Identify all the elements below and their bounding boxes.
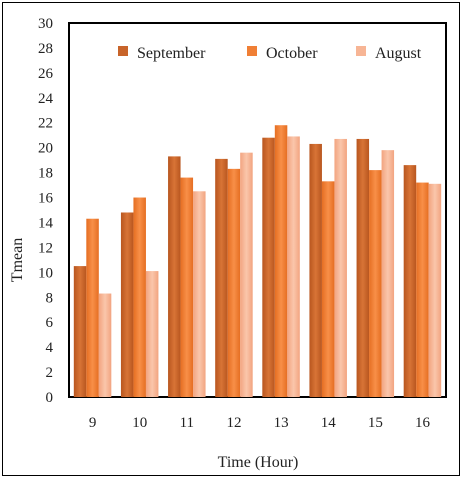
y-tick-label: 18 — [38, 166, 53, 182]
bar-september-10 — [120, 212, 134, 397]
bar-october-12 — [227, 168, 241, 397]
bar-october-16 — [416, 182, 429, 397]
legend-label-august: August — [375, 45, 422, 62]
x-tick-label: 15 — [368, 415, 383, 431]
bar-october-14 — [321, 181, 335, 397]
x-axis-title: Time (Hour) — [218, 454, 299, 471]
bar-september-13 — [262, 137, 275, 397]
y-tick-label: 28 — [38, 41, 53, 57]
bar-september-15 — [356, 138, 370, 397]
bar-september-12 — [215, 158, 228, 397]
y-tick-label: 4 — [46, 340, 54, 356]
legend: September October August — [118, 45, 422, 62]
x-tick-label: 16 — [415, 415, 431, 431]
legend-swatch-august — [356, 46, 366, 56]
plot-border — [68, 22, 447, 398]
bar-october-15 — [369, 170, 382, 397]
y-tick-label: 16 — [38, 191, 54, 207]
bar-september-11 — [168, 156, 181, 397]
bar-august-12 — [240, 152, 253, 397]
y-tick-label: 6 — [46, 315, 54, 331]
legend-label-october: October — [266, 45, 318, 62]
y-axis-title: Tmean — [9, 238, 26, 282]
bar-september-16 — [403, 165, 417, 397]
y-tick-label: 2 — [46, 365, 54, 381]
bar-september-14 — [309, 143, 322, 397]
bar-october-10 — [133, 197, 146, 397]
y-tick-label: 20 — [38, 141, 53, 157]
legend-swatch-october — [247, 46, 257, 56]
bar-august-16 — [428, 183, 442, 397]
y-tick-label: 26 — [38, 66, 54, 82]
bar-september-9 — [73, 266, 87, 397]
legend-swatch-september — [118, 46, 128, 56]
y-tick-label: 0 — [46, 390, 54, 406]
x-tick-label: 12 — [226, 415, 241, 431]
x-tick-label: 11 — [180, 415, 194, 431]
bar-august-13 — [287, 136, 300, 398]
y-tick-label: 10 — [38, 265, 53, 281]
bar-august-10 — [145, 271, 159, 397]
bar-august-15 — [381, 150, 395, 397]
y-tick-label: 30 — [38, 16, 53, 32]
x-tick-label: 10 — [132, 415, 147, 431]
bar-august-14 — [334, 138, 347, 397]
y-tick-label: 8 — [46, 290, 54, 306]
bar-august-11 — [193, 191, 206, 397]
y-tick-label: 24 — [38, 91, 54, 107]
bar-august-9 — [98, 293, 112, 397]
bar-october-11 — [180, 177, 194, 397]
x-tick-label: 9 — [89, 415, 97, 431]
bar-october-13 — [274, 125, 288, 397]
x-tick-label: 14 — [321, 415, 337, 431]
x-tick-label: 13 — [274, 415, 289, 431]
legend-label-september: September — [137, 45, 206, 62]
y-tick-label: 22 — [38, 116, 53, 132]
y-tick-label: 12 — [38, 240, 53, 256]
y-tick-label: 14 — [38, 215, 54, 231]
bar-october-9 — [86, 218, 99, 397]
